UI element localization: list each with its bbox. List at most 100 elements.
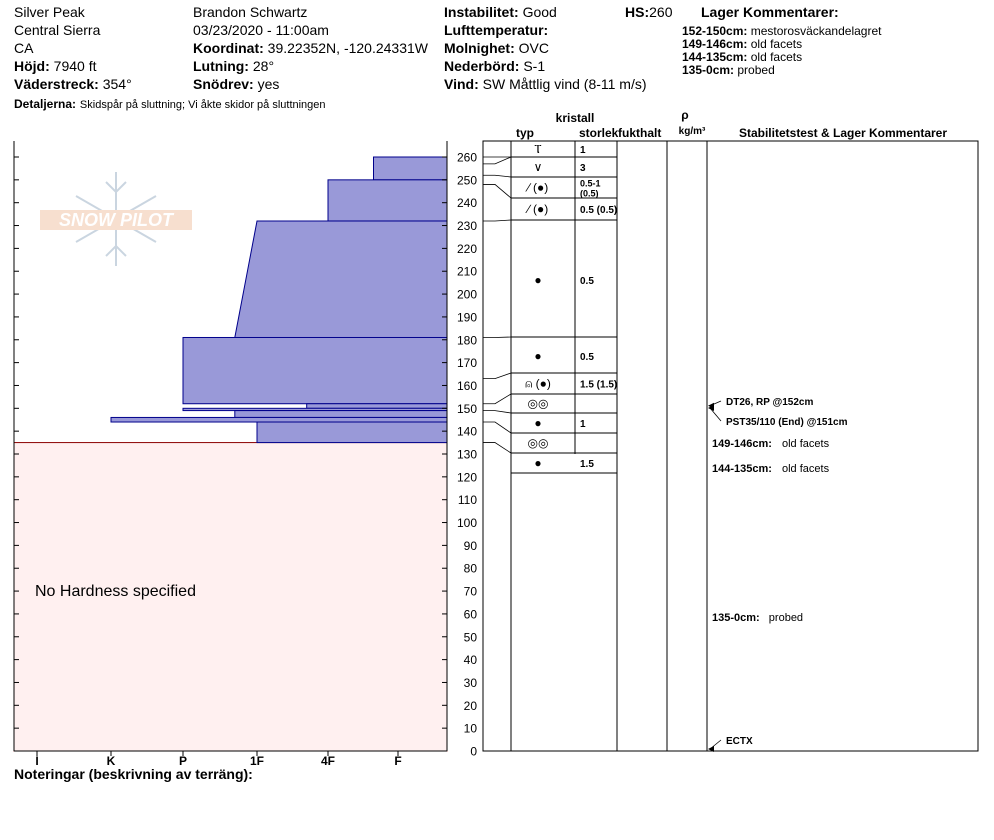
sky-label: Molnighet:	[444, 40, 515, 56]
depth-tick-label: 40	[464, 653, 478, 667]
coordinate-row: Koordinat: 39.22352N, -120.24331W	[193, 40, 428, 56]
layer-connector	[483, 184, 512, 199]
grain-type-symbol: ◎◎	[528, 436, 549, 450]
sky-value: OVC	[518, 40, 549, 56]
depth-tick-label: 110	[458, 493, 477, 507]
details-text: Skidspår på sluttning; Vi åkte skidor på…	[79, 99, 326, 111]
side-comment-text: old facets	[782, 438, 830, 450]
layer-comments-title: Lager Kommentarer:	[701, 4, 839, 20]
layer-connector	[483, 372, 512, 380]
hardness-layer	[306, 403, 448, 409]
no-hardness-region	[13, 442, 448, 752]
precip-row: Nederbörd: S-1	[444, 58, 545, 74]
rho-header: ρ	[681, 108, 688, 122]
hardness-tick-label: 4F	[321, 754, 335, 768]
observer-name: Brandon Schwartz	[193, 4, 308, 20]
instability-label: Instabilitet:	[444, 4, 519, 20]
elevation-label: Höjd:	[14, 58, 50, 74]
layer-connector	[483, 156, 512, 165]
hardness-tick-label: K	[107, 754, 116, 768]
elevation-value: 7940 ft	[53, 58, 97, 74]
aspect-value: 354°	[102, 76, 132, 92]
depth-tick-label: 140	[457, 425, 477, 439]
instability-row: Instabilitet: Good	[444, 4, 557, 20]
grain-type-symbol: ∕ (●)	[525, 202, 549, 216]
depth-tick-label: 10	[464, 722, 478, 736]
hardness-tick-label: 1F	[250, 754, 264, 768]
precip-value: S-1	[523, 58, 546, 74]
grain-size-value: (0.5)	[580, 189, 599, 199]
test-result-label: DT26, RP @152cm	[726, 397, 813, 408]
sky-row: Molnighet: OVC	[444, 40, 549, 56]
wind-label: Vind:	[444, 76, 479, 92]
hardness-tick-label: I	[35, 754, 38, 768]
drift-row: Snödrev: yes	[193, 76, 279, 92]
details-label: Detaljerna:	[14, 97, 77, 111]
layer-comment-1: 152-150cm: mestorosväckandelagret	[682, 24, 881, 38]
grain-size-value: 0.5	[580, 352, 594, 363]
depth-tick-label: 160	[457, 379, 477, 393]
grain-type-symbol: ∨	[534, 160, 543, 174]
type-header: typ	[516, 126, 534, 140]
details-row: Detaljerna: Skidspår på sluttning; Vi åk…	[14, 95, 326, 111]
test-arrow-head	[708, 746, 714, 752]
depth-tick-label: 180	[457, 333, 477, 347]
depth-tick-label: 20	[464, 699, 478, 713]
region-name: Central Sierra	[14, 22, 101, 38]
location-name: Silver Peak	[14, 4, 85, 20]
aspect-label: Väderstreck:	[14, 76, 99, 92]
layer-comment-text: old facets	[750, 37, 803, 51]
grain-size-value: 3	[580, 163, 586, 174]
hs-value: 260	[649, 4, 673, 20]
crystal-header: kristall	[556, 111, 595, 125]
depth-tick-label: 260	[457, 151, 477, 165]
slope-row: Lutning: 28°	[193, 58, 274, 74]
depth-tick-label: 150	[457, 402, 477, 416]
moisture-header: fukthalt	[618, 126, 661, 140]
logo-text: SNOW PILOT	[59, 210, 175, 230]
drift-label: Snödrev:	[193, 76, 254, 92]
grain-size-value: 0.5-1	[580, 179, 601, 189]
hardness-layer	[234, 220, 448, 338]
grain-size-value: 0.5	[580, 276, 594, 287]
precip-label: Nederbörd:	[444, 58, 520, 74]
depth-tick-label: 60	[464, 607, 478, 621]
no-hardness-label: No Hardness specified	[35, 583, 196, 600]
layer-connector	[483, 442, 512, 454]
slope-label: Lutning:	[193, 58, 249, 74]
grain-type-symbol: ∕ (●)	[525, 181, 549, 195]
side-comment-range: 149-146cm:	[712, 438, 772, 450]
layer-connector	[483, 393, 512, 405]
depth-tick-label: 30	[464, 676, 478, 690]
hs-row: HS:260	[625, 4, 672, 20]
instability-value: Good	[522, 4, 557, 20]
depth-tick-label: 230	[457, 219, 477, 233]
depth-tick-label: 120	[457, 470, 477, 484]
depth-tick-label: 170	[457, 356, 477, 370]
test-arrow-line	[709, 407, 722, 422]
hardness-layer	[110, 416, 448, 423]
grain-type-symbol: ●	[534, 456, 541, 470]
layer-comment-text: mestorosväckandelagret	[750, 24, 882, 38]
depth-tick-label: 240	[457, 196, 477, 210]
elevation-row: Höjd: 7940 ft	[14, 58, 96, 74]
wind-value: SW Måttlig vind (8-11 m/s)	[482, 76, 647, 92]
side-comment-range: 135-0cm:	[712, 612, 760, 624]
depth-tick-label: 70	[464, 585, 478, 599]
snowpilot-logo: SNOW PILOT	[40, 172, 192, 266]
hardness-layer	[234, 410, 448, 418]
grain-type-symbol: ●	[534, 349, 541, 363]
grain-size-value: 1.5	[580, 459, 594, 470]
density-unit-header: kg/m³	[679, 126, 706, 137]
wind-row: Vind: SW Måttlig vind (8-11 m/s)	[444, 76, 647, 92]
layer-connector	[483, 219, 512, 222]
hardness-axes: 0 10 20 30 40 50 60 70 80 90 100 110 120 130 140 150 160…	[13, 141, 478, 768]
test-result-label: ECTX	[726, 736, 753, 747]
size-header: storlek	[579, 126, 619, 140]
hardness-layer	[182, 336, 448, 405]
hardness-tick-label: F	[394, 754, 401, 768]
hs-label: HS:	[625, 4, 650, 20]
grain-size-value: 1	[580, 145, 586, 156]
depth-tick-label: 130	[457, 448, 477, 462]
hardness-tick-label: P	[179, 754, 187, 768]
